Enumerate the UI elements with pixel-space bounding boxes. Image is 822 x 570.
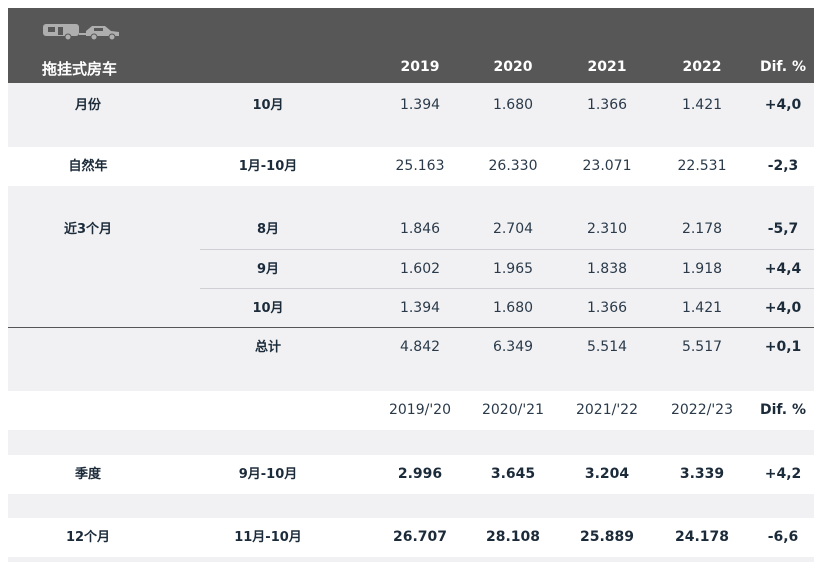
value-cell: 1.421	[681, 300, 723, 316]
value-cell: 24.178	[674, 529, 730, 545]
value-cell: 26.330	[488, 158, 538, 174]
value-cell: 5.517	[681, 339, 723, 355]
season-header-2020-21: 2020/'21	[481, 402, 544, 418]
value-cell: 6.349	[492, 339, 534, 355]
season-header-2022-23: 2022/'23	[670, 402, 733, 418]
value-cell: 2.310	[586, 221, 628, 237]
value-cell: 3.339	[679, 466, 725, 482]
table-row: 9月 1.602 1.965 1.838 1.918 +4,4	[8, 250, 814, 289]
value-cell: 23.071	[582, 158, 632, 174]
value-cell: 4.842	[399, 339, 441, 355]
season-header-2019-20: 2019/'20	[388, 402, 451, 418]
value-cell: 1.366	[586, 300, 628, 316]
row-period: 10月	[252, 98, 284, 113]
table-row: 10月 1.394 1.680 1.366 1.421 +4,0	[8, 289, 814, 328]
row-label: 自然年	[68, 159, 108, 174]
table-row: 季度 9月-10月 2.996 3.645 3.204 3.339 +4,2	[8, 455, 814, 494]
value-cell: 2.178	[681, 221, 723, 237]
value-cell: 1.366	[586, 97, 628, 113]
table-row: 12个月 11月-10月 26.707 28.108 25.889 24.178…	[8, 518, 814, 557]
value-cell: 2.704	[492, 221, 534, 237]
value-cell: 2.996	[397, 466, 443, 482]
caravan-car-icon	[42, 22, 122, 46]
value-cell: 1.846	[399, 221, 441, 237]
year-header-2020: 2020	[493, 59, 533, 75]
dif-cell: +4,2	[764, 466, 802, 482]
dif-cell: -2,3	[767, 158, 799, 174]
row-period: 1月-10月	[238, 159, 298, 174]
dif-header: Dif. %	[760, 59, 806, 75]
row-period: 10月	[252, 301, 284, 316]
value-cell: 22.531	[677, 158, 727, 174]
row-label	[48, 250, 128, 289]
year-header-2021: 2021	[587, 59, 627, 75]
dif-cell: -5,7	[767, 221, 799, 237]
table-header: 拖挂式房车 2019 2020 2021 2022 Dif. %	[8, 8, 814, 83]
dif-cell: +4,4	[764, 261, 802, 277]
value-cell: 1.680	[492, 300, 534, 316]
year-header-2019: 2019	[400, 59, 440, 75]
table-row: 自然年 1月-10月 25.163 26.330 23.071 22.531 -…	[8, 147, 814, 186]
season-dif-header: Dif. %	[760, 402, 806, 418]
value-cell: 1.602	[399, 261, 441, 277]
value-cell: 3.204	[584, 466, 630, 482]
row-label: 近3个月	[63, 222, 113, 237]
row-label: 月份	[74, 98, 101, 113]
row-label	[48, 289, 128, 328]
row-period: 9月	[256, 262, 280, 277]
dif-cell: +0,1	[764, 339, 802, 355]
dif-cell: +4,0	[764, 300, 802, 316]
value-cell: 25.889	[579, 529, 635, 545]
table-title: 拖挂式房车	[42, 60, 118, 78]
value-cell: 1.680	[492, 97, 534, 113]
value-cell: 1.394	[399, 97, 441, 113]
table-row-total: 总计 4.842 6.349 5.514 5.517 +0,1	[8, 328, 814, 367]
value-cell: 1.918	[681, 261, 723, 277]
season-header-row: 2019/'20 2020/'21 2021/'22 2022/'23 Dif.…	[8, 391, 814, 430]
row-period: 8月	[256, 222, 280, 237]
row-divider	[200, 249, 814, 250]
row-label: 12个月	[65, 530, 111, 545]
row-divider	[200, 288, 814, 289]
value-cell: 1.965	[492, 261, 534, 277]
value-cell: 1.421	[681, 97, 723, 113]
value-cell: 26.707	[392, 529, 448, 545]
dif-cell: -6,6	[767, 529, 799, 545]
value-cell: 1.394	[399, 300, 441, 316]
value-cell: 25.163	[395, 158, 445, 174]
dif-cell: +4,0	[764, 97, 802, 113]
value-cell: 28.108	[485, 529, 541, 545]
row-label	[48, 328, 128, 367]
row-period: 9月-10月	[238, 467, 298, 482]
table-row: 近3个月 8月 1.846 2.704 2.310 2.178 -5,7	[8, 210, 814, 249]
total-divider	[8, 327, 814, 328]
value-cell: 5.514	[586, 339, 628, 355]
value-cell: 3.645	[490, 466, 536, 482]
row-period: 11月-10月	[234, 530, 302, 545]
row-label: 季度	[74, 467, 101, 482]
value-cell: 1.838	[586, 261, 628, 277]
year-header-2022: 2022	[682, 59, 722, 75]
table-row: 月份 10月 1.394 1.680 1.366 1.421 +4,0	[8, 86, 814, 125]
season-header-2021-22: 2021/'22	[575, 402, 638, 418]
row-period: 总计	[254, 340, 281, 355]
